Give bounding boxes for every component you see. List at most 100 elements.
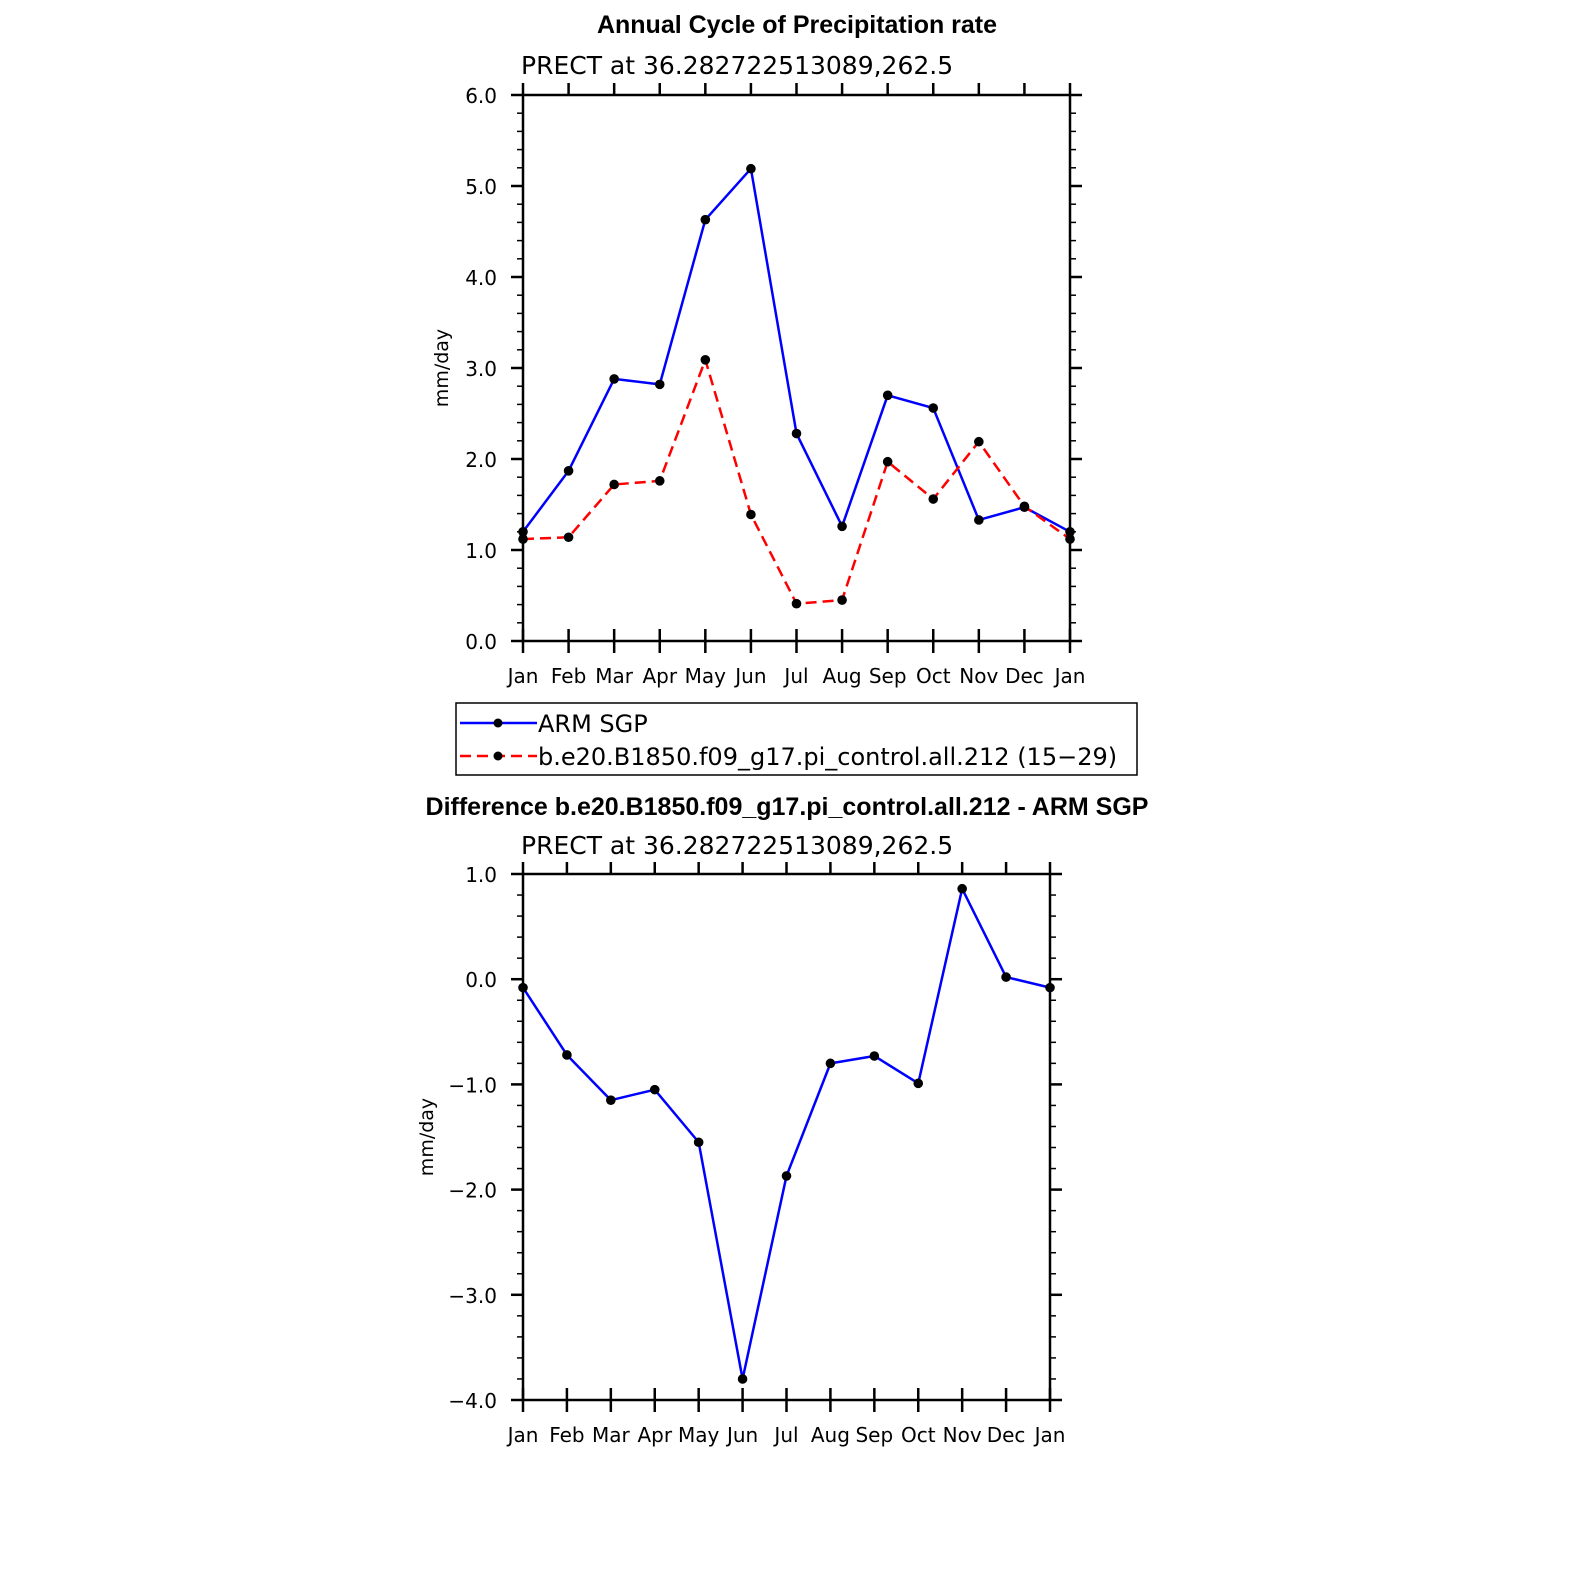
x-tick-label: Feb bbox=[549, 1423, 584, 1447]
legend-label-model: b.e20.B1850.f09_g17.pi_control.all.212 (… bbox=[538, 743, 1117, 771]
plot-frame bbox=[521, 872, 1052, 1402]
data-point-0 bbox=[1045, 982, 1055, 993]
data-point-0 bbox=[746, 163, 756, 174]
data-point-0 bbox=[869, 1051, 880, 1061]
y-tick-label: 2.0 bbox=[465, 448, 497, 472]
legend: ARM SGP b.e20.B1850.f09_g17.pi_control.a… bbox=[455, 702, 1138, 776]
y-tick-label: −3.0 bbox=[448, 1284, 497, 1308]
chart-subtitle: PRECT at 36.282722513089,262.5 bbox=[521, 51, 953, 80]
data-point-1 bbox=[837, 595, 847, 605]
y-tick-label: 0.0 bbox=[465, 630, 497, 654]
y-axis-label: mm/day bbox=[416, 1098, 438, 1176]
data-point-0 bbox=[562, 1050, 572, 1060]
y-axis-label: mm/day bbox=[431, 329, 453, 407]
series-layer bbox=[518, 883, 1055, 1384]
x-tick-label: Jan bbox=[506, 664, 539, 688]
data-point-0 bbox=[837, 521, 847, 532]
data-point-1 bbox=[882, 456, 893, 467]
data-point-0 bbox=[791, 428, 802, 439]
y-tick-labels: −4.0 −3.0 −2.0 −1.0 0.0 1.0 bbox=[448, 863, 497, 1413]
x-tick-label: Jan bbox=[1033, 1423, 1066, 1447]
y-tick-label: 6.0 bbox=[465, 84, 497, 108]
x-tick-label: Apr bbox=[642, 664, 677, 688]
data-point-1 bbox=[654, 476, 665, 486]
y-tick-label: −1.0 bbox=[448, 1073, 497, 1097]
x-tick-label: Jul bbox=[782, 664, 808, 688]
x-tick-label: Sep bbox=[869, 664, 907, 688]
data-point-0 bbox=[693, 1137, 704, 1148]
x-tick-label: Oct bbox=[916, 664, 951, 688]
data-point-1 bbox=[563, 532, 574, 543]
x-tick-label: Dec bbox=[987, 1423, 1026, 1447]
data-point-0 bbox=[563, 466, 574, 476]
x-tick-labels: Jan Feb Mar Apr May Jun Jul Aug Sep Oct Nov Dec Jan bbox=[506, 664, 1086, 688]
legend-box bbox=[455, 702, 1138, 776]
y-tick-label: 4.0 bbox=[465, 266, 497, 290]
data-point-0 bbox=[737, 1374, 748, 1384]
difference-chart: Difference b.e20.B1850.f09_g17.pi_contro… bbox=[416, 793, 1148, 1447]
y-tick-label: 1.0 bbox=[465, 539, 497, 563]
x-tick-label: Oct bbox=[901, 1423, 936, 1447]
data-point-0 bbox=[1065, 527, 1075, 537]
x-tick-label: Mar bbox=[592, 1423, 631, 1447]
x-tick-label: Jun bbox=[725, 1423, 758, 1447]
data-point-0 bbox=[974, 515, 984, 525]
data-point-0 bbox=[1001, 972, 1011, 982]
data-point-1 bbox=[1065, 534, 1075, 544]
legend-marker-arm-sgp bbox=[493, 718, 503, 728]
x-tick-label: Mar bbox=[595, 664, 634, 688]
x-tick-label: Feb bbox=[551, 664, 586, 688]
data-point-1 bbox=[746, 509, 756, 520]
x-tick-label: Jul bbox=[772, 1423, 798, 1447]
legend-label-arm-sgp: ARM SGP bbox=[538, 710, 648, 738]
data-point-1 bbox=[928, 494, 939, 504]
data-point-0 bbox=[606, 1095, 616, 1105]
data-point-0 bbox=[825, 1058, 836, 1069]
data-point-1 bbox=[518, 534, 528, 544]
y-tick-label: 5.0 bbox=[465, 175, 497, 199]
data-point-0 bbox=[609, 374, 619, 384]
x-tick-label: Apr bbox=[637, 1423, 672, 1447]
y-tick-label: 1.0 bbox=[465, 863, 497, 887]
data-point-1 bbox=[791, 598, 802, 609]
plot-frame bbox=[521, 93, 1072, 643]
x-tick-label: Nov bbox=[959, 664, 998, 688]
data-point-1 bbox=[974, 436, 984, 447]
x-tick-labels: Jan Feb Mar Apr May Jun Jul Aug Sep Oct Nov Dec Jan bbox=[506, 1423, 1066, 1447]
data-point-1 bbox=[1019, 501, 1030, 512]
y-tick-label: 3.0 bbox=[465, 357, 497, 381]
y-tick-label: −2.0 bbox=[448, 1179, 497, 1203]
x-tick-label: Nov bbox=[943, 1423, 982, 1447]
chart-subtitle: PRECT at 36.282722513089,262.5 bbox=[521, 831, 953, 860]
data-point-1 bbox=[700, 355, 711, 365]
data-point-0 bbox=[882, 390, 893, 401]
data-point-0 bbox=[957, 883, 967, 894]
x-tick-label: Jan bbox=[1053, 664, 1086, 688]
y-tick-label: −4.0 bbox=[448, 1389, 497, 1413]
data-point-0 bbox=[649, 1084, 660, 1095]
x-tick-label: Aug bbox=[811, 1423, 850, 1447]
data-point-0 bbox=[700, 214, 711, 225]
legend-marker-model bbox=[493, 751, 503, 761]
x-tick-label: Dec bbox=[1005, 664, 1044, 688]
chart-title: Annual Cycle of Precipitation rate bbox=[597, 11, 997, 39]
x-tick-label: May bbox=[678, 1423, 720, 1447]
series-layer bbox=[518, 163, 1075, 609]
data-point-0 bbox=[518, 527, 528, 537]
data-point-0 bbox=[654, 379, 665, 390]
x-tick-label: Aug bbox=[823, 664, 862, 688]
x-tick-label: May bbox=[685, 664, 727, 688]
annual-cycle-chart: Annual Cycle of Precipitation rate PRECT… bbox=[431, 11, 1085, 688]
data-point-0 bbox=[518, 982, 528, 993]
data-point-0 bbox=[928, 403, 939, 413]
chart-title: Difference b.e20.B1850.f09_g17.pi_contro… bbox=[426, 793, 1149, 821]
y-tick-labels: 0.0 1.0 2.0 3.0 4.0 5.0 6.0 bbox=[465, 84, 497, 654]
data-point-1 bbox=[609, 479, 619, 490]
data-point-0 bbox=[781, 1171, 792, 1181]
x-tick-label: Sep bbox=[855, 1423, 893, 1447]
y-tick-label: 0.0 bbox=[465, 968, 497, 992]
x-tick-label: Jun bbox=[733, 664, 766, 688]
data-point-0 bbox=[913, 1078, 924, 1089]
x-tick-label: Jan bbox=[506, 1423, 539, 1447]
